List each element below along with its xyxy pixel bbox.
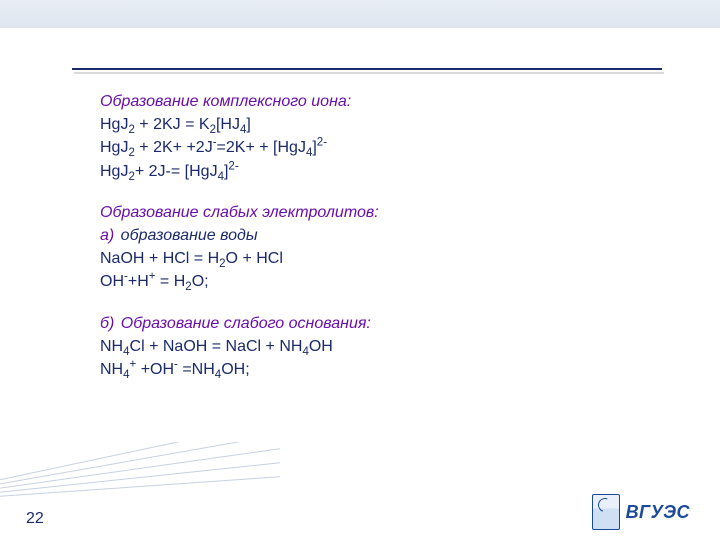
decorative-lines (0, 442, 280, 502)
txt: O + HCl (226, 250, 283, 267)
equation-4: NaOH + HCl = H2O + HCl (100, 247, 660, 270)
sub: 4 (123, 369, 129, 381)
header-divider (72, 68, 662, 70)
txt: + 2J-= [HgJ (135, 163, 218, 180)
equation-7: NH4+ +OH- =NH4OH; (100, 358, 660, 381)
txt: +OH (136, 361, 174, 378)
logo: ВГУЭС (592, 494, 690, 530)
content: Образование комплексного иона: HgJ2 + 2K… (100, 90, 660, 381)
page-number: 22 (26, 511, 44, 528)
spacer (100, 294, 660, 312)
txt: NH (100, 338, 123, 355)
txt: + 2K+ +2J (135, 139, 213, 156)
txt: ] (246, 116, 250, 133)
txt: + 2KJ = K (135, 116, 210, 133)
txt: Cl + NaOH = NaCl + NH (130, 338, 303, 355)
txt: OH (309, 338, 333, 355)
equation-3: HgJ2+ 2J-= [HgJ4]2- (100, 160, 660, 183)
txt: NH (100, 361, 123, 378)
slide: Образование комплексного иона: HgJ2 + 2K… (0, 0, 720, 540)
section2-subtitle: а) образование воды (100, 224, 660, 247)
section1-heading: Образование комплексного иона: (100, 90, 660, 113)
sub-letter: б) (100, 315, 114, 332)
equation-5: OH-+H+ = H2O; (100, 270, 660, 293)
txt: HgJ (100, 139, 128, 156)
header-divider-shadow (74, 72, 664, 74)
txt: +H (128, 273, 149, 290)
txt: HgJ (100, 163, 128, 180)
logo-icon (592, 494, 620, 530)
sub-rest: образование воды (116, 227, 257, 244)
sup: 2- (317, 137, 327, 149)
txt: HgJ (100, 116, 128, 133)
equation-6: NH4Cl + NaOH = NaCl + NH4OH (100, 335, 660, 358)
section2-heading: Образование слабых электролитов: (100, 201, 660, 224)
logo-text: ВГУЭС (626, 502, 690, 523)
txt: =NH (178, 361, 215, 378)
txt: =2K+ + [HgJ (217, 139, 306, 156)
section3-subtitle: б) Образование слабого основания: (100, 312, 660, 335)
txt: NaOH + HCl = H (100, 250, 219, 267)
txt: [HJ (216, 116, 240, 133)
txt: O; (192, 273, 209, 290)
txt: OH (100, 273, 124, 290)
top-bar (0, 0, 720, 28)
sub-rest: Образование слабого основания: (116, 315, 371, 332)
equation-2: HgJ2 + 2K+ +2J-=2K+ + [HgJ4]2- (100, 136, 660, 159)
sub-letter: а) (100, 227, 114, 244)
sup: 2- (228, 160, 238, 172)
txt: = H (155, 273, 185, 290)
txt: OH; (221, 361, 249, 378)
equation-1: HgJ2 + 2KJ = K2[HJ4] (100, 113, 660, 136)
spacer (100, 183, 660, 201)
